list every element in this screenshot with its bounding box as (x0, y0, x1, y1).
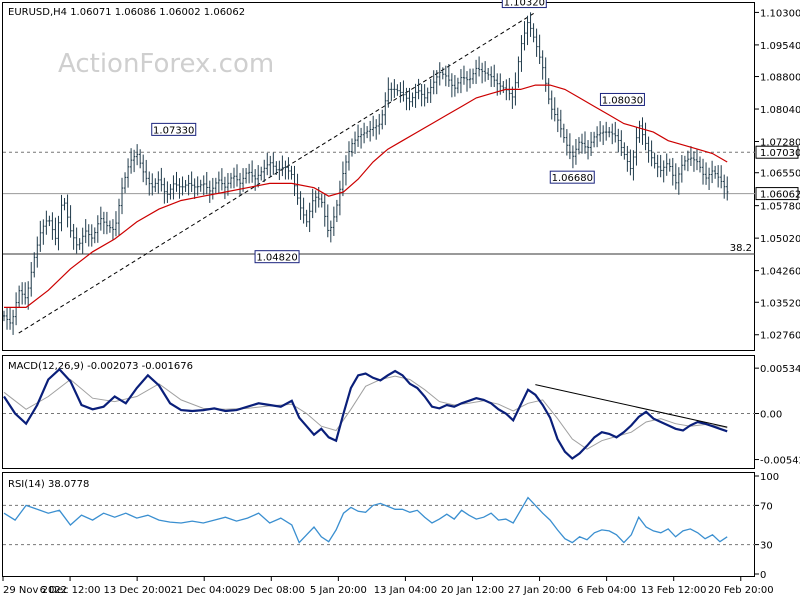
watermark: ActionForex.com (58, 49, 274, 79)
rsi-line (3, 496, 728, 544)
price-tick-label: 1.08800 (760, 73, 800, 84)
fib-label: 38.2 (730, 243, 752, 254)
macd-tick-label: -0.005421 (760, 456, 800, 467)
price-tick-label: 1.09540 (760, 41, 800, 52)
rsi-layer: 100 70 30 0 (3, 472, 779, 581)
price-tick-label: 1.10300 (760, 8, 800, 19)
price-tick-label: 1.02760 (760, 331, 800, 342)
price-tick-label: 1.05780 (760, 202, 800, 213)
price-tick-label: 1.05020 (760, 234, 800, 245)
current-price-box (755, 187, 799, 201)
x-tick-label: 27 Jan 20:00 (508, 585, 571, 596)
current-price-label: 1.06062 (760, 190, 800, 201)
price-annotation-box (254, 250, 300, 264)
macd-trendline (535, 384, 728, 428)
symbol-header: EURUSD,H4 1.06071 1.06086 1.06002 1.0606… (8, 7, 245, 18)
level-line-box (755, 145, 799, 159)
x-tick-label: 6 Dec 12:00 (40, 585, 101, 596)
rsi-panel-frame (2, 472, 755, 577)
panel-frames (2, 2, 755, 577)
price-annotation-box (501, 0, 547, 9)
x-tick-label: 13 Dec 20:00 (104, 585, 171, 596)
price-tick-label: 1.06550 (760, 169, 800, 180)
x-tick-label: 20 Feb 20:00 (708, 585, 774, 596)
x-tick-label: 29 Nov 2022 (3, 585, 67, 596)
price-annotation-label: 1.10320 (504, 0, 545, 9)
price-tick-label: 1.04260 (760, 267, 800, 278)
price-annotation-box (549, 170, 595, 184)
macd-label: MACD(12,26,9) -0.002073 -0.001676 (8, 361, 193, 372)
x-tick-label: 20 Jan 12:00 (441, 585, 504, 596)
x-tick-label: 6 Feb 04:00 (577, 585, 636, 596)
rsi-label: RSI(14) 38.0778 (8, 479, 89, 490)
price-annotation-label: 1.07330 (153, 125, 194, 136)
price-layer: 1.10300 1.09540 1.08800 1.08040 1.07280 1.065… (2, 0, 800, 342)
level-line-label: 1.07030 (760, 148, 800, 159)
price-tick-label: 1.03520 (760, 298, 800, 309)
x-tick-label: 13 Feb 12:00 (641, 585, 707, 596)
macd-line (3, 367, 728, 460)
price-bars (2, 12, 729, 335)
price-annotation-box (151, 122, 197, 136)
x-tick-label: 13 Jan 04:00 (374, 585, 437, 596)
rsi-tick-label: 0 (760, 570, 766, 581)
rsi-tick-label: 70 (760, 501, 773, 512)
x-tick-label: 29 Dec 08:00 (238, 585, 305, 596)
macd-layer: 0.00534 0.00 -0.005421 (3, 364, 800, 467)
macd-panel-frame (2, 355, 755, 469)
price-annotation-label: 1.06680 (552, 173, 593, 184)
macd-tick-label: 0.00 (760, 410, 782, 421)
moving-average-line (4, 84, 728, 308)
x-tick-label: 21 Dec 04:00 (171, 585, 238, 596)
x-tick-label: 5 Jan 20:00 (310, 585, 367, 596)
price-annotation-box (599, 92, 645, 106)
macd-signal-line (3, 375, 728, 450)
macd-tick-label: 0.00534 (760, 364, 800, 375)
price-annotation-label: 1.04820 (256, 253, 297, 264)
rsi-tick-label: 30 (760, 541, 773, 552)
price-annotation-label: 1.08030 (602, 95, 643, 106)
price-panel-frame (2, 2, 755, 351)
price-tick-label: 1.08040 (760, 105, 800, 116)
rsi-tick-label: 100 (760, 472, 779, 483)
price-tick-label: 1.07280 (760, 138, 800, 149)
